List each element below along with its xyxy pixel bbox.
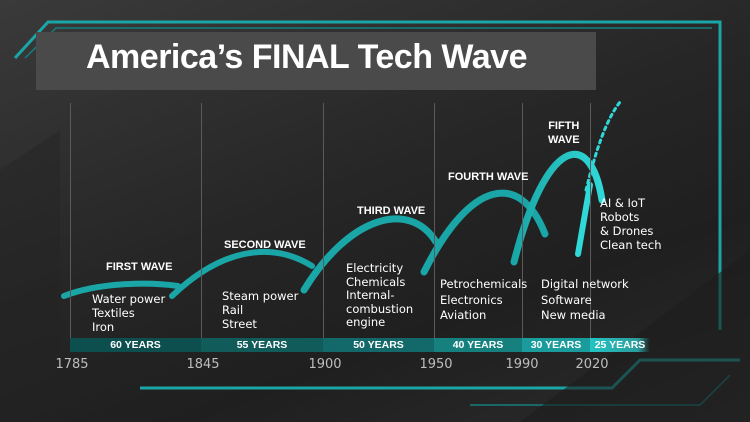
wave-3-item: Electricity	[346, 261, 404, 275]
divider-2020	[590, 103, 591, 338]
wave-6-item: Clean tech	[600, 238, 662, 252]
wave-curve-6	[575, 182, 593, 257]
wave-label-5-line-2: WAVE	[548, 134, 580, 146]
wave-1-item: Water power	[92, 292, 166, 306]
duration-band-2: 55 YEARS	[201, 338, 323, 352]
wave-6-item: & Drones	[600, 224, 654, 238]
wave-curve-4	[420, 189, 549, 276]
wave-3-item: combustion	[346, 301, 414, 316]
wave-5-item: Software	[541, 292, 592, 307]
wave-3-items: Electricity Chemicals Internal- combusti…	[346, 261, 414, 330]
frame-top-inner	[24, 27, 712, 59]
page-title: America’s FINAL Tech Wave	[86, 38, 528, 76]
dark-diagonal-2	[0, 130, 60, 422]
wave-curve-3	[300, 215, 440, 294]
year-label: 1785	[55, 357, 89, 372]
wave-2-item: Steam power	[222, 289, 299, 303]
wave-label-1: FIRST WAVE	[106, 261, 173, 273]
divider-1990	[522, 103, 523, 338]
year-label: 2020	[575, 357, 609, 372]
year-label: 1845	[186, 357, 220, 372]
dark-diagonal	[520, 250, 750, 422]
frame-top-left	[13, 20, 722, 330]
wave-label-5-line-1: FIFTH	[548, 120, 580, 132]
wave-6-item: Robots	[600, 210, 640, 224]
wave-3-item: Chemicals	[346, 274, 406, 289]
wave-3-item: Internal-	[346, 288, 395, 302]
wave-4-items: Petrochemicals Electronics Aviation	[440, 277, 527, 324]
wave-curve-5	[510, 150, 606, 266]
wave-2-item: Street	[222, 317, 257, 331]
wave-label-4: FOURTH WAVE	[448, 171, 529, 183]
wave-3-item: engine	[346, 315, 386, 329]
wave-4-item: Petrochemicals	[440, 277, 528, 291]
wave-5-items: Digital network Software New media	[541, 277, 629, 324]
divider-1900	[323, 103, 324, 338]
title-box	[36, 32, 596, 90]
wave-1-items: Water power Textiles Iron	[92, 292, 165, 334]
year-label: 1990	[505, 357, 539, 372]
divider-1950	[434, 103, 435, 338]
wave-5-item: Digital network	[541, 277, 629, 291]
duration-band-4: 40 YEARS	[434, 338, 522, 352]
duration-band-1: 60 YEARS	[70, 338, 201, 352]
duration-band-3: 50 YEARS	[323, 338, 434, 352]
wave-curve-2	[169, 248, 315, 299]
wave-6-item: AI & IoT	[600, 196, 645, 210]
wave-1-item: Iron	[92, 320, 115, 334]
wave-curve-1	[61, 280, 181, 299]
wave-2-items: Steam power Rail Street	[222, 289, 298, 331]
wave-curve-future	[584, 100, 622, 192]
wave-1-item: Textiles	[92, 306, 135, 320]
year-label: 1900	[308, 357, 342, 372]
wave-5-item: New media	[541, 308, 606, 322]
duration-band-5: 30 YEARS	[522, 338, 590, 352]
divider-1845	[201, 103, 202, 338]
wave-label-2: SECOND WAVE	[224, 239, 306, 251]
divider-1785	[70, 103, 71, 338]
wave-6-items: AI & IoT Robots & Drones Clean tech	[600, 196, 662, 252]
wave-4-item: Electronics	[440, 292, 503, 307]
wave-4-item: Aviation	[440, 308, 487, 322]
duration-band-6: 25 YEARS	[590, 338, 650, 352]
wave-label-5: FIFTH WAVE	[548, 119, 580, 147]
year-label: 1950	[419, 357, 453, 372]
wave-label-3: THIRD WAVE	[357, 205, 426, 217]
wave-2-item: Rail	[222, 303, 244, 317]
